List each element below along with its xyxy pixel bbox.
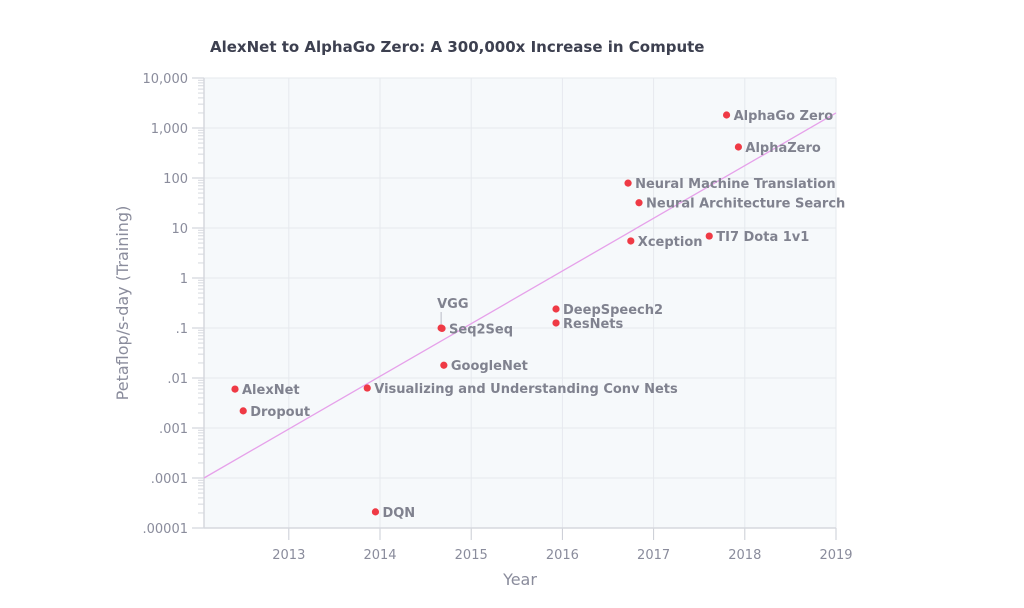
x-tick-label: 2014 (363, 548, 396, 563)
data-points: AlexNet Dropout Visualizing and Understand… (231, 109, 845, 521)
y-tick-label: .00001 (143, 522, 189, 537)
data-point (635, 199, 643, 207)
data-point (722, 111, 731, 119)
point-label: DQN (382, 506, 415, 521)
point-label: DeepSpeech2 (563, 303, 663, 318)
x-tick-label: 2015 (455, 548, 488, 563)
x-tick-label: 2017 (637, 548, 670, 563)
point-label: Seq2Seq (449, 322, 513, 337)
x-tick-label: 2016 (546, 548, 579, 563)
point-label: Neural Machine Translation (635, 177, 836, 192)
y-tick-label: .001 (159, 422, 188, 437)
point-label: AlexNet (242, 383, 300, 398)
y-tick-label: 1,000 (151, 122, 188, 137)
axes: 10,000 1,000 100 10 1 .1 .01 .001 .0001 .00001 201… (143, 72, 853, 563)
point-label: VGG (437, 297, 468, 312)
y-axis-label: Petaflop/s-day (Training) (113, 206, 132, 401)
trend-line (203, 112, 837, 479)
y-tick-label: 10 (171, 222, 188, 237)
y-tick-label: .01 (167, 372, 188, 387)
data-point (552, 319, 560, 327)
data-point (705, 232, 713, 240)
point-label: AlphaZero (745, 141, 821, 156)
data-point (371, 508, 380, 516)
data-point (239, 407, 247, 415)
y-tick-label: 10,000 (143, 72, 189, 87)
data-point (552, 305, 560, 313)
y-tick-label: 100 (163, 172, 188, 187)
data-point (363, 384, 371, 392)
x-tick-label: 2019 (819, 548, 852, 563)
point-label: Xception (638, 235, 703, 250)
data-point (627, 237, 635, 245)
data-point (438, 324, 446, 333)
point-label: Visualizing and Understanding Conv Nets (374, 382, 678, 397)
data-point (440, 361, 448, 369)
y-tick-label: .1 (176, 322, 188, 337)
chart-title: AlexNet to AlphaGo Zero: A 300,000x Incr… (210, 38, 704, 56)
point-label: AlphaGo Zero (734, 109, 834, 124)
plot-area (204, 78, 836, 528)
point-label: Neural Architecture Search (646, 197, 845, 212)
point-label: GoogleNet (451, 359, 528, 374)
y-tick-label: 1 (180, 272, 188, 287)
x-tick-label: 2018 (728, 548, 761, 563)
point-label: TI7 Dota 1v1 (716, 230, 809, 245)
x-tick-label: 2013 (272, 548, 305, 563)
data-point (734, 143, 743, 151)
data-point (231, 385, 239, 393)
data-point (624, 179, 632, 187)
x-axis-label: Year (502, 570, 537, 589)
point-label: Dropout (250, 405, 310, 420)
point-label: ResNets (563, 317, 623, 332)
y-tick-label: .0001 (151, 472, 188, 487)
